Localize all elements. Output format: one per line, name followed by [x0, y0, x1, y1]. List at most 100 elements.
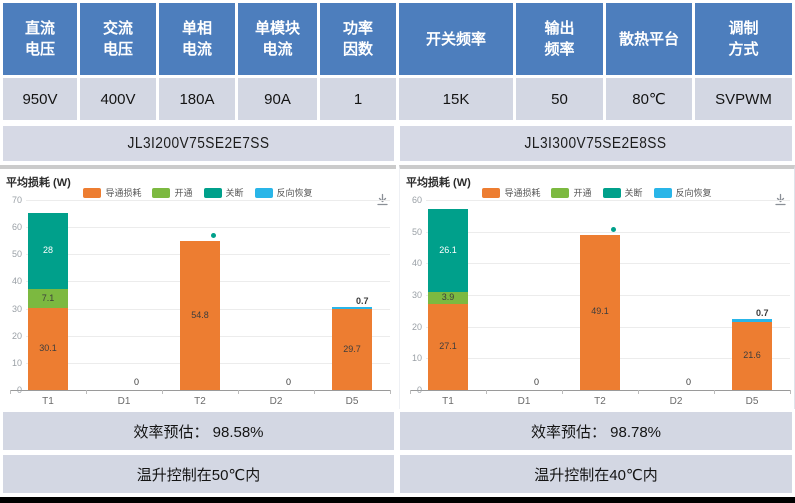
bar-segment — [580, 234, 620, 390]
x-axis-tick-mark — [410, 390, 411, 394]
bar-plot: 0 10 20 30 40 50 60 T1 27.1 3.9 26.1 D1 0 T2 49.1 D2 0 D5… — [400, 169, 794, 409]
efficiency-right: 效率预估： 98.78% — [400, 412, 792, 450]
bar-segment — [732, 321, 772, 390]
loss-chart-left: 平均损耗 (W) 导通损耗 开通 关断 反向恢复 0 10 20 30 40 50 60 70 T1 3… — [0, 165, 396, 409]
y-axis-tick-label: 0 — [16, 385, 22, 395]
loss-chart-right: 平均损耗 (W) 导通损耗 开通 关断 反向恢复 0 10 20 30 40 50 60 T1 27.… — [399, 165, 795, 409]
gridline — [26, 200, 390, 201]
value-output-freq: 50 — [516, 78, 603, 120]
legend-item[interactable]: 导通损耗 — [83, 186, 141, 199]
x-axis-category-label: D1 — [517, 396, 531, 407]
bar-plot: 0 10 20 30 40 50 60 70 T1 30.1 7.1 28 D1 0 T2 54.8 D2 0 D5… — [0, 169, 396, 409]
value-switching-freq: 15K — [399, 78, 513, 120]
temperature-left: 温升控制在50℃内 — [3, 455, 394, 493]
bar-segment — [428, 209, 468, 292]
bar-value-label: 49.1 — [591, 306, 609, 317]
spec-table: 直流 电压 交流 电压 单相 电流 单模块 电流 功率 因数 开关频率 输出 频… — [3, 3, 792, 120]
legend-swatch — [653, 187, 672, 198]
bar-segment — [332, 307, 372, 310]
x-axis-category-label: T1 — [42, 396, 54, 407]
legend-item[interactable]: 开通 — [152, 186, 193, 199]
gridline — [26, 227, 390, 229]
bar-segment — [28, 308, 68, 390]
legend-swatch — [152, 187, 171, 198]
bar-segment — [428, 291, 468, 305]
value-power-factor: 1 — [320, 78, 396, 120]
value-heatsink: 80℃ — [606, 78, 692, 120]
x-axis-tick-mark — [562, 390, 563, 394]
legend-label: 关断 — [225, 188, 244, 198]
x-axis-line — [410, 390, 790, 391]
value-modulation: SVPWM — [695, 78, 792, 120]
x-axis-tick-mark — [238, 390, 239, 394]
legend-item[interactable]: 导通损耗 — [482, 186, 540, 199]
y-axis-tick-label: 70 — [11, 195, 22, 205]
y-axis-tick-label: 30 — [411, 290, 422, 300]
bar-zero-label: 0 — [686, 377, 692, 387]
download-icon[interactable] — [774, 193, 787, 206]
bar-value-label: 26.1 — [439, 244, 457, 255]
x-axis-tick-mark — [790, 390, 791, 394]
y-axis-tick-label: 50 — [11, 249, 22, 260]
header-switching-freq: 开关频率 — [399, 3, 513, 75]
legend-swatch — [551, 187, 570, 198]
x-axis-category-label: D2 — [269, 396, 283, 407]
bar-value-label: 30.1 — [39, 343, 57, 354]
header-output-freq: 输出 频率 — [516, 3, 603, 75]
chart-legend: 导通损耗 开通 关断 反向恢复 — [400, 186, 794, 199]
y-axis-tick-label: 30 — [11, 303, 22, 314]
bar-value-label: 0.7 — [756, 308, 769, 319]
legend-item[interactable]: 反向恢复 — [653, 186, 712, 199]
legend-item[interactable]: 关断 — [203, 186, 244, 199]
header-dc-voltage: 直流 电压 — [3, 3, 77, 75]
bar-value-label: 0.7 — [356, 296, 369, 307]
y-axis-tick-label: 0 — [416, 385, 422, 395]
y-axis-tick-label: 60 — [11, 222, 22, 233]
x-axis-tick-mark — [390, 390, 391, 394]
legend-label: 导通损耗 — [504, 188, 541, 198]
legend-label: 开通 — [573, 188, 592, 198]
x-axis-line — [10, 390, 390, 391]
x-axis-tick-mark — [10, 390, 11, 394]
bar-zero-label: 0 — [134, 377, 140, 387]
x-axis-category-label: D1 — [117, 396, 131, 407]
y-axis-tick-label: 10 — [11, 357, 22, 368]
x-axis-category-label: D5 — [345, 396, 359, 407]
legend-item[interactable]: 开通 — [551, 186, 592, 199]
legend-swatch — [602, 187, 621, 198]
x-axis-category-label: T1 — [442, 396, 454, 407]
bar-value-label: 3.9 — [441, 292, 455, 302]
bar-value-label: 7.1 — [41, 292, 55, 303]
legend-swatch — [254, 187, 273, 198]
module-name-text: JL3I300V75SE2E8SS — [525, 134, 667, 152]
x-axis-category-label: T2 — [594, 396, 606, 407]
bar-zero-label: 0 — [534, 377, 540, 387]
gridline — [426, 231, 790, 233]
bar-value-label: 21.6 — [743, 349, 761, 360]
legend-label: 反向恢复 — [276, 188, 313, 198]
bar-value-label: 29.7 — [343, 343, 361, 354]
header-phase-current: 单相 电流 — [159, 3, 235, 75]
gridline — [426, 200, 790, 201]
legend-label: 反向恢复 — [675, 188, 712, 198]
bar-value-label: 27.1 — [439, 341, 457, 352]
x-axis-tick-mark — [486, 390, 487, 394]
legend-label: 导通损耗 — [105, 188, 142, 198]
legend-swatch — [482, 187, 501, 198]
x-axis-tick-mark — [638, 390, 639, 394]
legend-label: 开通 — [174, 188, 193, 198]
bar-segment — [428, 304, 468, 390]
bar-segment — [180, 241, 220, 390]
header-modulation: 调制 方式 — [695, 3, 792, 75]
legend-swatch — [203, 187, 222, 198]
value-ac-voltage: 400V — [80, 78, 156, 120]
legend-item[interactable]: 关断 — [602, 186, 643, 199]
value-phase-current: 180A — [159, 78, 235, 120]
legend-item[interactable]: 反向恢复 — [254, 186, 313, 199]
download-icon[interactable] — [376, 193, 389, 206]
bar-segment — [332, 309, 372, 390]
bar-zero-label: 0 — [286, 377, 292, 387]
header-heatsink: 散热平台 — [606, 3, 692, 75]
x-axis-tick-mark — [162, 390, 163, 394]
value-dc-voltage: 950V — [3, 78, 77, 120]
